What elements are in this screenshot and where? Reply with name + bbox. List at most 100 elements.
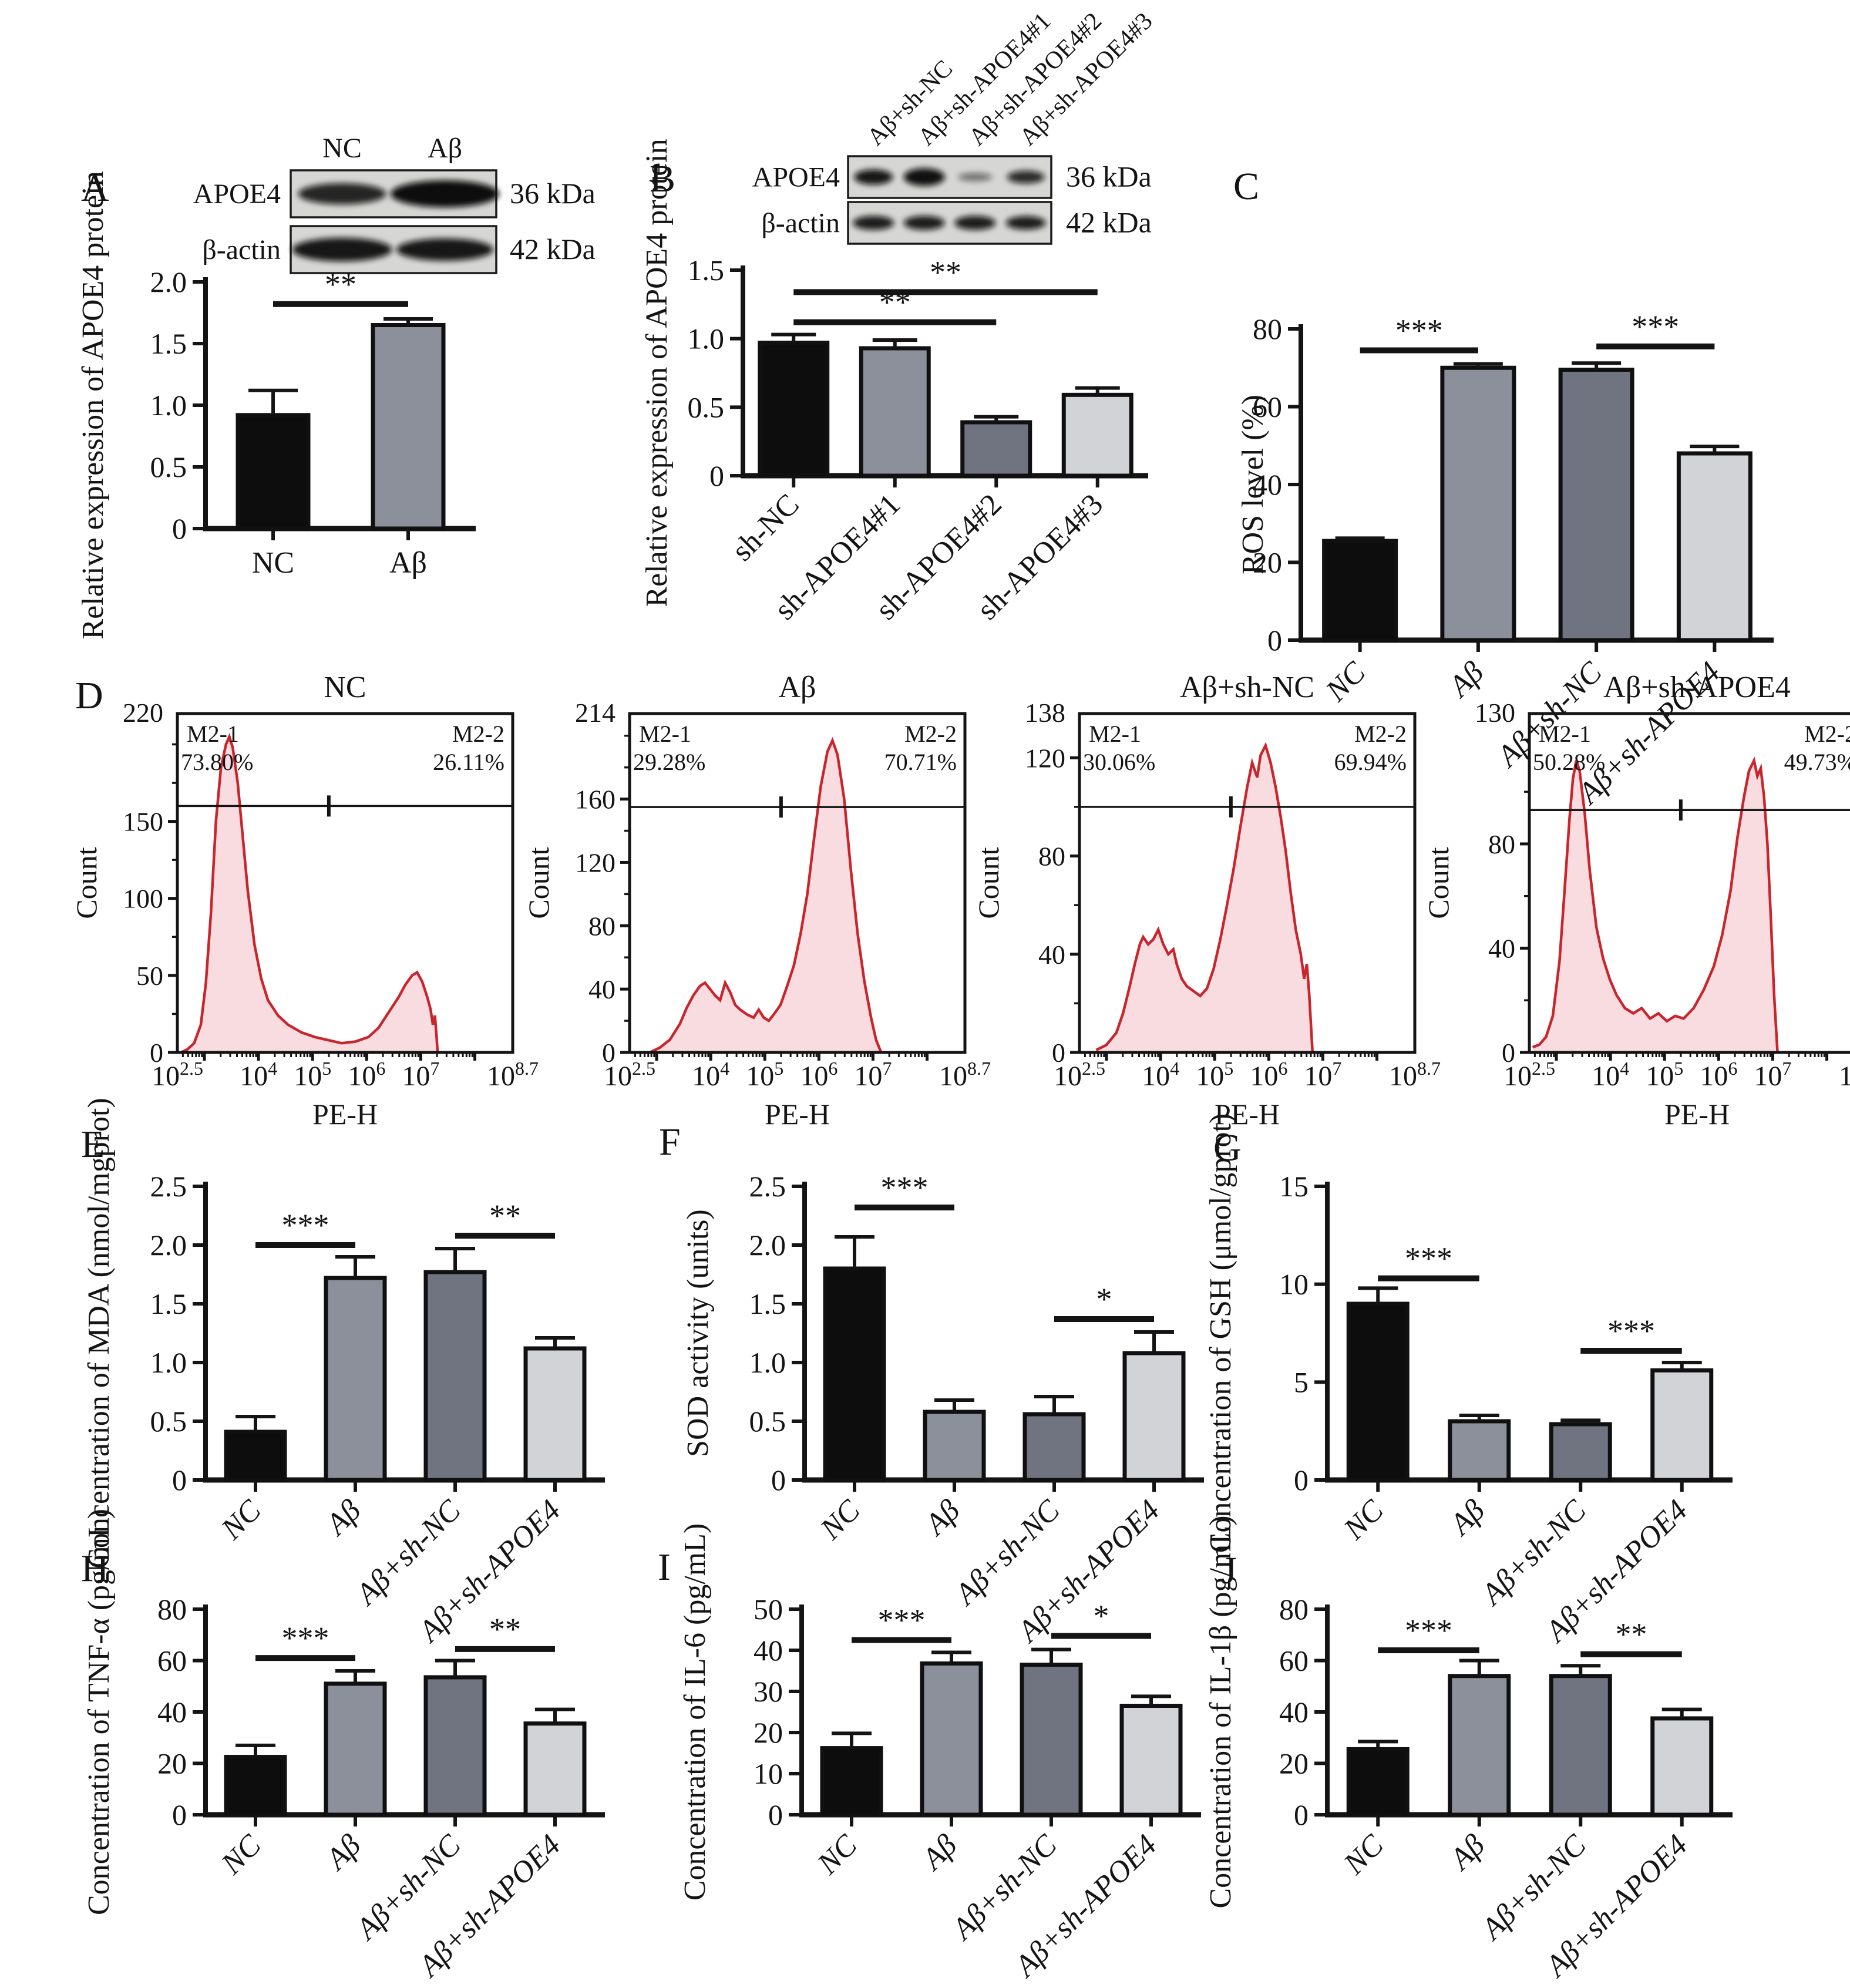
y-tick-label: 0 xyxy=(1294,1464,1309,1496)
y-tick-label: 80 xyxy=(157,1593,187,1626)
y-tick-label: 40 xyxy=(754,1634,783,1667)
bar-Aβ+sh-NC xyxy=(1558,368,1634,643)
histogram-fill xyxy=(1532,760,1778,1052)
significance-stars: * xyxy=(1096,1281,1112,1317)
bar-Aβ+sh-APOE4 xyxy=(523,1346,587,1482)
y-tick-label: 1.5 xyxy=(688,254,725,287)
y-tick-label: 1.0 xyxy=(150,389,187,422)
y-tick-label: 80 xyxy=(1488,829,1515,859)
y-tick-label: 0 xyxy=(602,1038,615,1068)
x-tick-label: 105 xyxy=(1646,1058,1683,1092)
histogram-title: Aβ+sh-APOE4 xyxy=(1603,671,1791,704)
y-tick-label: 0 xyxy=(172,512,187,545)
bar-Aβ+sh-NC xyxy=(1022,1412,1086,1482)
y-tick-label: 60 xyxy=(1253,391,1282,423)
panel-label-c: C xyxy=(1233,165,1260,208)
panel-A-bar-chart: 0 0.5 1.0 1.5 2.0 NC Aβ ** Relative expression o… xyxy=(76,171,476,640)
x-category-label: NC xyxy=(1319,655,1373,708)
x-category-label: Aβ xyxy=(1442,1493,1491,1542)
bar-Aβ xyxy=(1448,1674,1511,1817)
histogram-curve xyxy=(649,736,883,1054)
bar-sh-APOE4#3 xyxy=(1061,392,1133,478)
x-tick-label: 102.5 xyxy=(152,1058,203,1092)
y-tick-label: 0 xyxy=(150,1038,163,1068)
y-tick-label: 60 xyxy=(157,1644,187,1677)
x-category-label: NC xyxy=(214,1828,268,1881)
histogram-title: Aβ+sh-NC xyxy=(1180,671,1314,704)
y-tick-label: 0.5 xyxy=(150,1405,187,1438)
y-tick-label: 2.5 xyxy=(749,1170,786,1203)
significance-stars: ** xyxy=(1616,1617,1647,1652)
x-tick-label: 104 xyxy=(1142,1058,1179,1092)
x-axis-label: PE-H xyxy=(1664,1098,1730,1131)
x-category-label: Aβ xyxy=(914,1828,963,1877)
x-tick-label: 108.7 xyxy=(1839,1058,1850,1092)
panel-label-e: E xyxy=(81,1123,105,1166)
y-axis-label: Count xyxy=(70,847,103,919)
significance-stars: *** xyxy=(282,1620,329,1656)
y-tick-label: 1.0 xyxy=(150,1346,187,1379)
y-tick-label: 80 xyxy=(1279,1593,1309,1626)
bar-Aβ xyxy=(371,323,446,531)
x-category-label: Aβ xyxy=(917,1493,966,1542)
histogram-curve xyxy=(1532,756,1779,1053)
m2-2-label: M2-2 xyxy=(1354,721,1407,747)
panel-label-g: G xyxy=(1213,1126,1242,1169)
m2-1-percent: 50.28% xyxy=(1533,749,1605,775)
y-tick-label: 80 xyxy=(588,911,615,941)
y-tick-label: 120 xyxy=(575,847,615,877)
y-tick-label: 0 xyxy=(771,1464,786,1496)
y-tick-label: 1.0 xyxy=(749,1346,786,1379)
bar-Aβ+sh-APOE4 xyxy=(1122,1351,1186,1482)
m2-1-label: M2-1 xyxy=(187,721,239,747)
x-category-label: Aβ xyxy=(389,546,427,580)
bar-Aβ xyxy=(1448,1419,1511,1482)
y-tick-label: 0 xyxy=(1502,1038,1515,1068)
y-axis-label: Concentration of IL-6 (pg/mL) xyxy=(678,1523,712,1901)
y-tick-label: 80 xyxy=(1253,312,1282,345)
m2-1-label: M2-1 xyxy=(1089,721,1141,747)
blot-kda-label: 42 kDa xyxy=(510,233,596,265)
blot-kda-label: 36 kDa xyxy=(1066,160,1152,193)
y-tick-label: 0 xyxy=(709,459,724,492)
panel-label-h: H xyxy=(81,1547,109,1590)
y-tick-label: 1.5 xyxy=(749,1287,786,1320)
bar-NC xyxy=(1346,1301,1410,1482)
y-axis-label: Concentration of TNF-α (pg/mL) xyxy=(82,1509,116,1915)
x-axis-label: PE-H xyxy=(765,1098,830,1131)
y-tick-label: 120 xyxy=(1025,743,1065,773)
panel-F-bar-chart: 00.51.01.52.02.5NC AβAβ+sh-NCAβ+sh-APOE4*… xyxy=(681,1170,1204,1649)
panel-label-f: F xyxy=(659,1121,681,1163)
x-category-label: Aβ xyxy=(318,1493,367,1542)
significance-stars: *** xyxy=(1405,1613,1452,1648)
y-tick-label: 20 xyxy=(754,1716,783,1749)
significance-stars: ** xyxy=(489,1198,521,1233)
y-max-label: 214 xyxy=(575,698,615,728)
blot-lane-label: Aβ xyxy=(428,133,462,164)
bar-Aβ+sh-APOE4 xyxy=(523,1721,587,1817)
x-axis-label: PE-H xyxy=(312,1098,378,1131)
x-category-label: NC xyxy=(252,546,294,580)
histogram-fill xyxy=(1096,745,1313,1052)
bar-NC xyxy=(1322,539,1398,643)
bar-NC xyxy=(224,1755,287,1817)
y-tick-label: 10 xyxy=(754,1757,783,1790)
m2-2-label: M2-2 xyxy=(1804,721,1850,747)
y-tick-label: 40 xyxy=(1279,1696,1309,1728)
bar-Aβ xyxy=(1440,365,1516,643)
m2-2-label: M2-2 xyxy=(452,721,504,747)
histogram-fill xyxy=(650,740,882,1052)
x-tick-label: 107 xyxy=(1304,1058,1341,1092)
blot-target-label: β-actin xyxy=(202,234,281,265)
x-category-label: NC xyxy=(813,1493,867,1546)
x-tick-label: 102.5 xyxy=(1054,1058,1105,1092)
x-tick-label: 107 xyxy=(1754,1058,1791,1092)
y-max-label: 138 xyxy=(1025,698,1065,728)
x-axis-label: PE-H xyxy=(1215,1098,1280,1131)
significance-stars: ** xyxy=(930,254,961,290)
x-tick-label: 105 xyxy=(1196,1058,1233,1092)
significance-stars: * xyxy=(1094,1599,1109,1634)
y-tick-label: 1.0 xyxy=(688,322,725,355)
